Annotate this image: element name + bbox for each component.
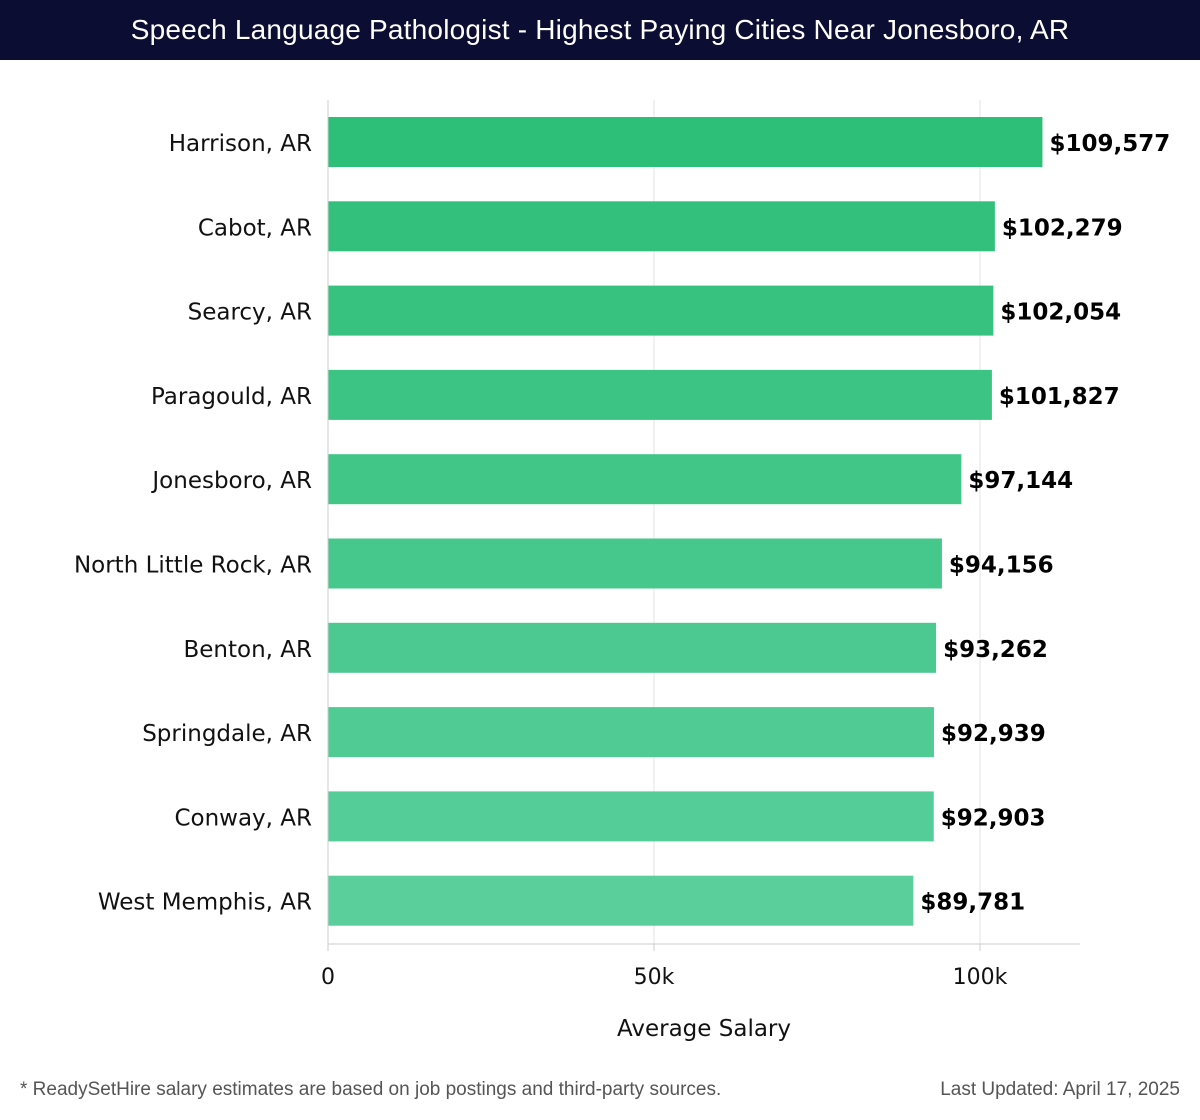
bar: [328, 791, 934, 842]
category-label: West Memphis, AR: [98, 890, 312, 916]
category-label: Searcy, AR: [188, 300, 312, 326]
category-label: North Little Rock, AR: [74, 553, 312, 579]
category-label: Benton, AR: [183, 637, 312, 663]
category-label: Springdale, AR: [142, 721, 312, 747]
x-tick-label: 50k: [634, 965, 675, 990]
bar: [328, 201, 995, 252]
value-label: $94,156: [949, 553, 1054, 579]
category-label: Paragould, AR: [151, 384, 312, 410]
bar: [328, 538, 942, 589]
value-label: $92,903: [941, 805, 1046, 831]
category-label: Conway, AR: [174, 805, 312, 831]
value-label: $109,577: [1049, 131, 1170, 157]
chart-title-bar: Speech Language Pathologist - Highest Pa…: [0, 0, 1200, 60]
x-tick-label: 0: [321, 965, 335, 990]
last-updated: Last Updated: April 17, 2025: [940, 1079, 1180, 1100]
value-label: $102,279: [1002, 215, 1123, 241]
value-label: $92,939: [941, 721, 1046, 747]
x-tick-label: 100k: [953, 965, 1008, 990]
value-label: $102,054: [1000, 300, 1121, 326]
bar: [328, 875, 914, 926]
bar: [328, 707, 934, 758]
value-label: $97,144: [968, 468, 1073, 494]
bar: [328, 117, 1043, 167]
bar: [328, 622, 937, 673]
bar-chart: Harrison, AR $109,577 Cabot, AR $102,279 Sea…: [74, 100, 1170, 1042]
category-label: Jonesboro, AR: [150, 468, 312, 494]
value-label: $93,262: [943, 637, 1048, 663]
category-label: Harrison, AR: [169, 131, 312, 157]
bar: [328, 454, 962, 505]
chart-title: Speech Language Pathologist - Highest Pa…: [130, 14, 1070, 45]
bar: [328, 369, 992, 420]
value-label: $101,827: [999, 384, 1120, 410]
footer-note: * ReadySetHire salary estimates are base…: [20, 1079, 722, 1100]
category-label: Cabot, AR: [198, 215, 312, 241]
value-label: $89,781: [920, 890, 1025, 916]
x-axis-title: Average Salary: [617, 1016, 791, 1042]
bar: [328, 285, 994, 336]
